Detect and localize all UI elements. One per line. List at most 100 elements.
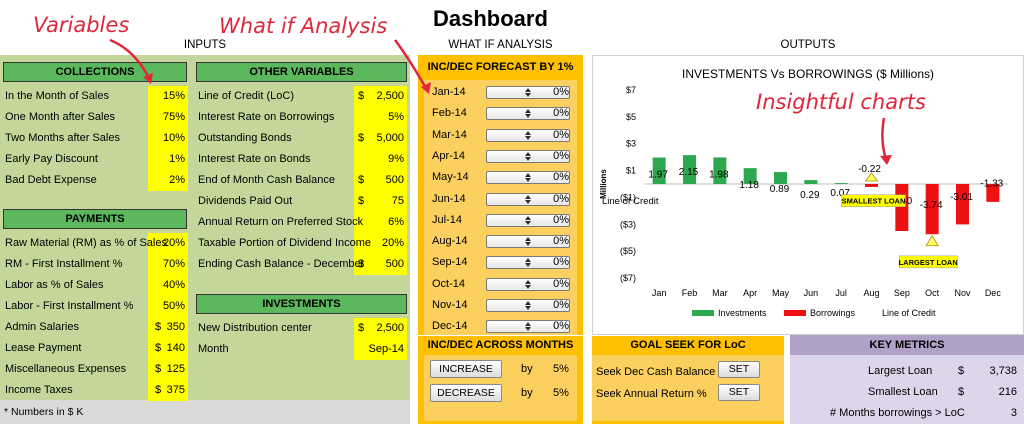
row-value: 40% xyxy=(162,279,185,291)
row-label: Dividends Paid Out xyxy=(198,195,293,207)
forecast-value: 0% xyxy=(553,192,569,205)
row-value: 6% xyxy=(388,216,404,228)
investments-header: INVESTMENTS xyxy=(196,294,407,314)
y-tick-label: $3 xyxy=(626,139,636,149)
forecast-header: INC/DEC FORECAST BY 1% xyxy=(427,61,574,73)
currency-symbol: $ xyxy=(358,90,365,102)
forecast-spinner[interactable] xyxy=(486,213,570,227)
row-value: 3,738 xyxy=(989,365,1017,377)
row-value: 9% xyxy=(388,153,404,165)
data-label: 0.89 xyxy=(770,184,790,195)
annotation-insightful: Insightful charts xyxy=(756,90,926,114)
forecast-row: Nov-14 0% xyxy=(430,295,575,316)
data-label: 0.07 xyxy=(830,188,850,199)
row-label: Miscellaneous Expenses xyxy=(5,363,127,375)
seek-annual-return-set-button[interactable]: SET xyxy=(718,384,760,401)
currency-symbol: $ xyxy=(155,342,162,354)
forecast-spinner[interactable] xyxy=(486,171,570,185)
forecast-row: May-14 0% xyxy=(430,167,575,188)
row-value: 216 xyxy=(998,386,1017,398)
forecast-value: 0% xyxy=(553,277,569,290)
row-value: 350 xyxy=(166,321,185,333)
footnote: * Numbers in $ K xyxy=(4,406,84,418)
row-label: Interest Rate on Bonds xyxy=(198,153,311,165)
forecast-row: Dec-14 0% xyxy=(430,316,575,337)
x-tick-label: May xyxy=(772,288,790,298)
row-label: Labor as % of Sales xyxy=(5,279,104,291)
currency-symbol: $ xyxy=(155,384,162,396)
goal-seek-header: GOAL SEEK FOR LoC xyxy=(630,339,746,351)
row-value: 140 xyxy=(166,342,185,354)
forecast-row: Mar-14 0% xyxy=(430,125,575,146)
row-value: 2% xyxy=(169,174,185,186)
row-value: 2,500 xyxy=(376,90,404,102)
seek-annual-return-label: Seek Annual Return % xyxy=(596,388,707,400)
increase-button[interactable]: INCREASE xyxy=(430,360,502,378)
forecast-value: 0% xyxy=(553,107,569,120)
forecast-spinner[interactable] xyxy=(486,149,570,163)
table-row: Labor - First Installment % 50% xyxy=(3,296,188,317)
forecast-row: Apr-14 0% xyxy=(430,146,575,167)
investments-bar xyxy=(834,183,848,185)
page-title: Dashboard xyxy=(433,6,548,31)
forecast-spinner[interactable] xyxy=(486,128,570,142)
table-row: One Month after Sales 75% xyxy=(3,107,188,128)
investments-bar xyxy=(804,180,818,184)
currency-symbol: $ xyxy=(958,365,965,377)
forecast-spinner[interactable] xyxy=(486,107,570,121)
forecast-value: 0% xyxy=(553,299,569,311)
table-row: Labor as % of Sales 40% xyxy=(3,275,188,296)
table-row: Admin Salaries $350 xyxy=(3,317,188,338)
data-label: 2.15 xyxy=(679,167,699,178)
chart-title: INVESTMENTS Vs BORROWINGS ($ Millions) xyxy=(681,67,935,81)
currency-symbol: $ xyxy=(358,174,365,186)
table-row: Dividends Paid Out $75 xyxy=(196,191,407,212)
table-row: Taxable Portion of Dividend Income 20% xyxy=(196,233,407,254)
payments-values-column xyxy=(148,233,188,401)
row-value: 75% xyxy=(162,111,185,123)
forecast-spinner[interactable] xyxy=(486,320,570,334)
row-value: 125 xyxy=(166,363,185,375)
largest-loan-callout: LARGEST LOAN xyxy=(899,258,958,267)
forecast-spinner[interactable] xyxy=(486,256,570,270)
forecast-month: Jun-14 xyxy=(432,192,466,205)
line-of-credit-label: Line of Credit xyxy=(602,196,659,207)
y-tick-label: ($7) xyxy=(620,273,636,283)
legend-borrowings: Borrowings xyxy=(810,308,856,318)
row-label: Largest Loan xyxy=(868,365,933,377)
row-label: Interest Rate on Borrowings xyxy=(198,111,335,123)
largest-loan-marker xyxy=(925,234,939,247)
y-tick-label: $5 xyxy=(626,112,636,122)
forecast-spinner[interactable] xyxy=(486,235,570,249)
across-months-header: INC/DEC ACROSS MONTHS xyxy=(427,339,574,351)
data-label: 1.98 xyxy=(709,169,729,180)
seek-dec-cash-set-button[interactable]: SET xyxy=(718,361,760,378)
what-if-section-label: WHAT IF ANALYSIS xyxy=(448,39,553,51)
x-tick-label: Mar xyxy=(712,288,728,298)
forecast-spinner[interactable] xyxy=(486,86,570,99)
row-label: # Months borrowings > LoC xyxy=(830,407,965,419)
forecast-value: 0% xyxy=(553,235,569,248)
decrease-button[interactable]: DECREASE xyxy=(430,384,502,402)
x-tick-label: Apr xyxy=(743,288,757,298)
forecast-spinner[interactable] xyxy=(486,277,570,291)
table-row: New Distribution center $2,500 xyxy=(196,318,407,339)
payments-header: PAYMENTS xyxy=(3,209,187,229)
currency-symbol: $ xyxy=(358,322,365,334)
data-label: -3.01 xyxy=(950,192,973,203)
row-label: In the Month of Sales xyxy=(5,90,109,102)
forecast-spinner[interactable] xyxy=(486,299,570,312)
currency-symbol: $ xyxy=(358,258,365,270)
other-variables-header: OTHER VARIABLES xyxy=(196,62,407,82)
forecast-spinner[interactable] xyxy=(486,192,570,206)
collections-values-column xyxy=(148,86,188,191)
row-label: Raw Material (RM) as % of Sales xyxy=(5,237,167,249)
currency-symbol: $ xyxy=(358,132,365,144)
investments-bar xyxy=(774,172,787,184)
table-row: RM - First Installment % 70% xyxy=(3,254,188,275)
investments-bar xyxy=(683,155,696,184)
decrease-by-label: by xyxy=(521,387,533,399)
borrowings-bar xyxy=(895,184,909,231)
largest-loan-callout-box xyxy=(898,255,958,269)
data-label: -1.33 xyxy=(980,179,1003,190)
